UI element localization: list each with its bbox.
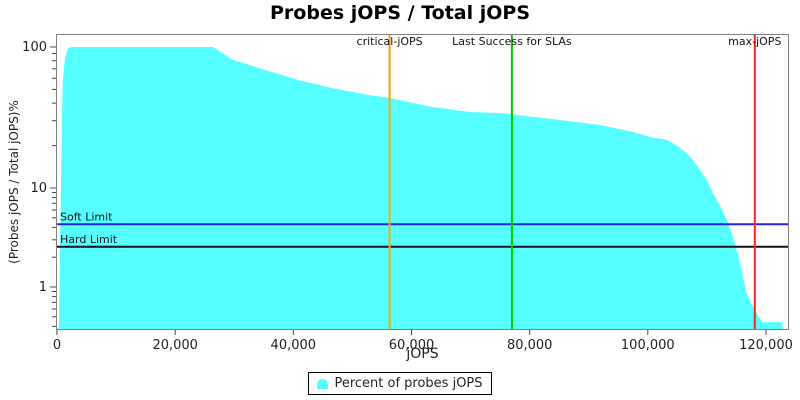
last-success-for-slas-label: Last Success for SLAs <box>452 35 572 48</box>
x-tick-label: 100,000 <box>621 338 675 353</box>
x-tick-label: 80,000 <box>507 338 553 353</box>
x-axis-title: jOPS <box>406 346 439 362</box>
critical-jops-label: critical-jOPS <box>357 35 423 48</box>
plot-area: Soft Limit Hard Limit critical-jOPS Last Su… <box>22 34 793 353</box>
x-tick-label: 0 <box>53 338 61 353</box>
area-series <box>57 47 783 330</box>
chart-title: Probes jOPS / Total jOPS <box>270 2 530 24</box>
y-axis-title: (Probes jOPS / Total jOPS)% <box>7 100 21 264</box>
soft-limit-label: Soft Limit <box>60 210 113 223</box>
y-tick-label: 10 <box>30 181 47 196</box>
legend-label: Percent of probes jOPS <box>334 376 483 391</box>
max-jops-label: max-jOPS <box>728 35 781 48</box>
y-tick-label: 100 <box>22 40 47 55</box>
plot-svg: Soft Limit Hard Limit critical-jOPS Last Su… <box>22 34 793 353</box>
legend-box: Percent of probes jOPS <box>308 372 492 395</box>
hard-limit-label: Hard Limit <box>60 233 118 246</box>
x-tick-label: 60,000 <box>389 338 435 353</box>
legend: Percent of probes jOPS <box>0 372 800 395</box>
y-tick-label: 1 <box>39 280 47 295</box>
x-tick-label: 20,000 <box>152 338 198 353</box>
x-tick-label: 120,000 <box>739 338 793 353</box>
plot-border <box>56 34 789 330</box>
legend-area-swatch-icon <box>317 378 329 389</box>
x-tick-label: 40,000 <box>271 338 317 353</box>
